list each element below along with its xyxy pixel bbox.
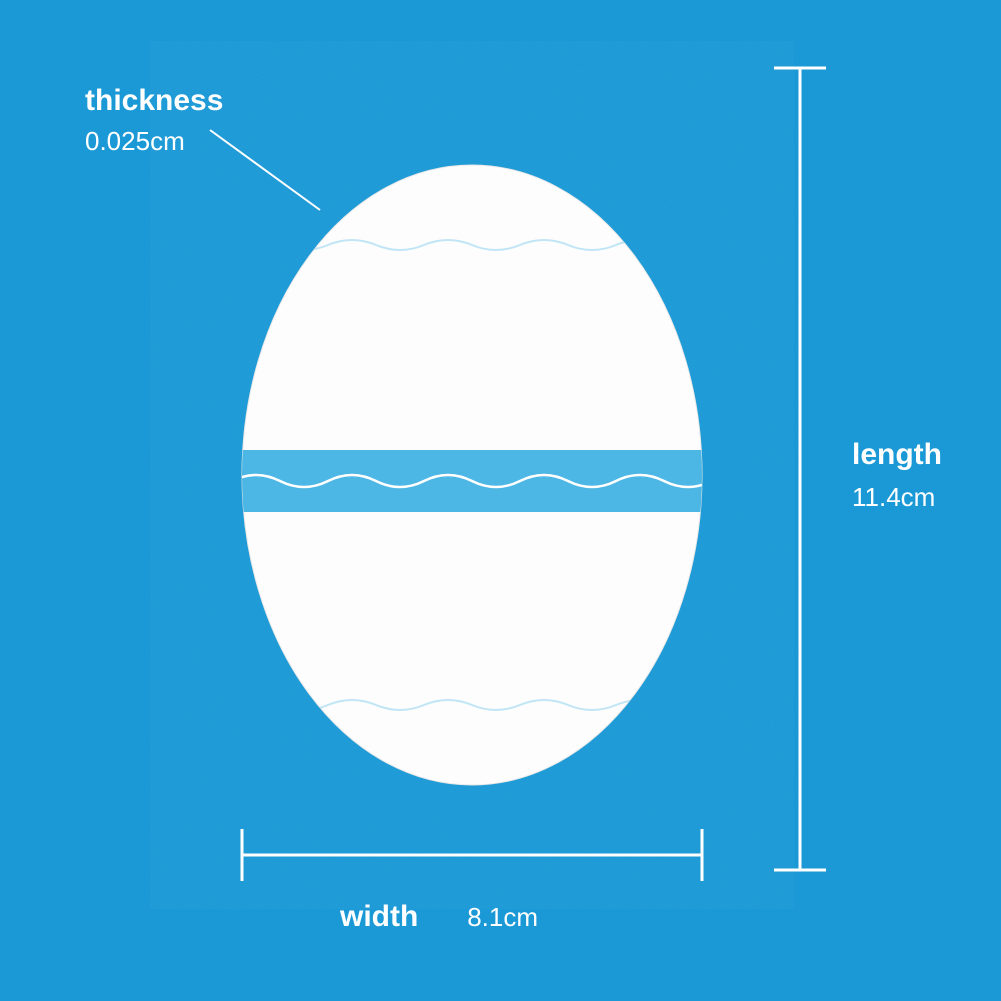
thickness-title: thickness <box>85 84 223 118</box>
width-title: width <box>340 900 418 933</box>
diagram-stage: thickness 0.025cm length 11.4cm width 8.… <box>0 0 1001 1001</box>
thickness-label: thickness 0.025cm <box>85 84 223 157</box>
length-value: 11.4cm <box>852 482 942 513</box>
length-label: length 11.4cm <box>852 438 942 513</box>
length-title: length <box>852 438 942 472</box>
width-value: 8.1cm <box>467 902 538 932</box>
width-label: width 8.1cm <box>340 900 538 934</box>
thickness-value: 0.025cm <box>85 126 223 157</box>
